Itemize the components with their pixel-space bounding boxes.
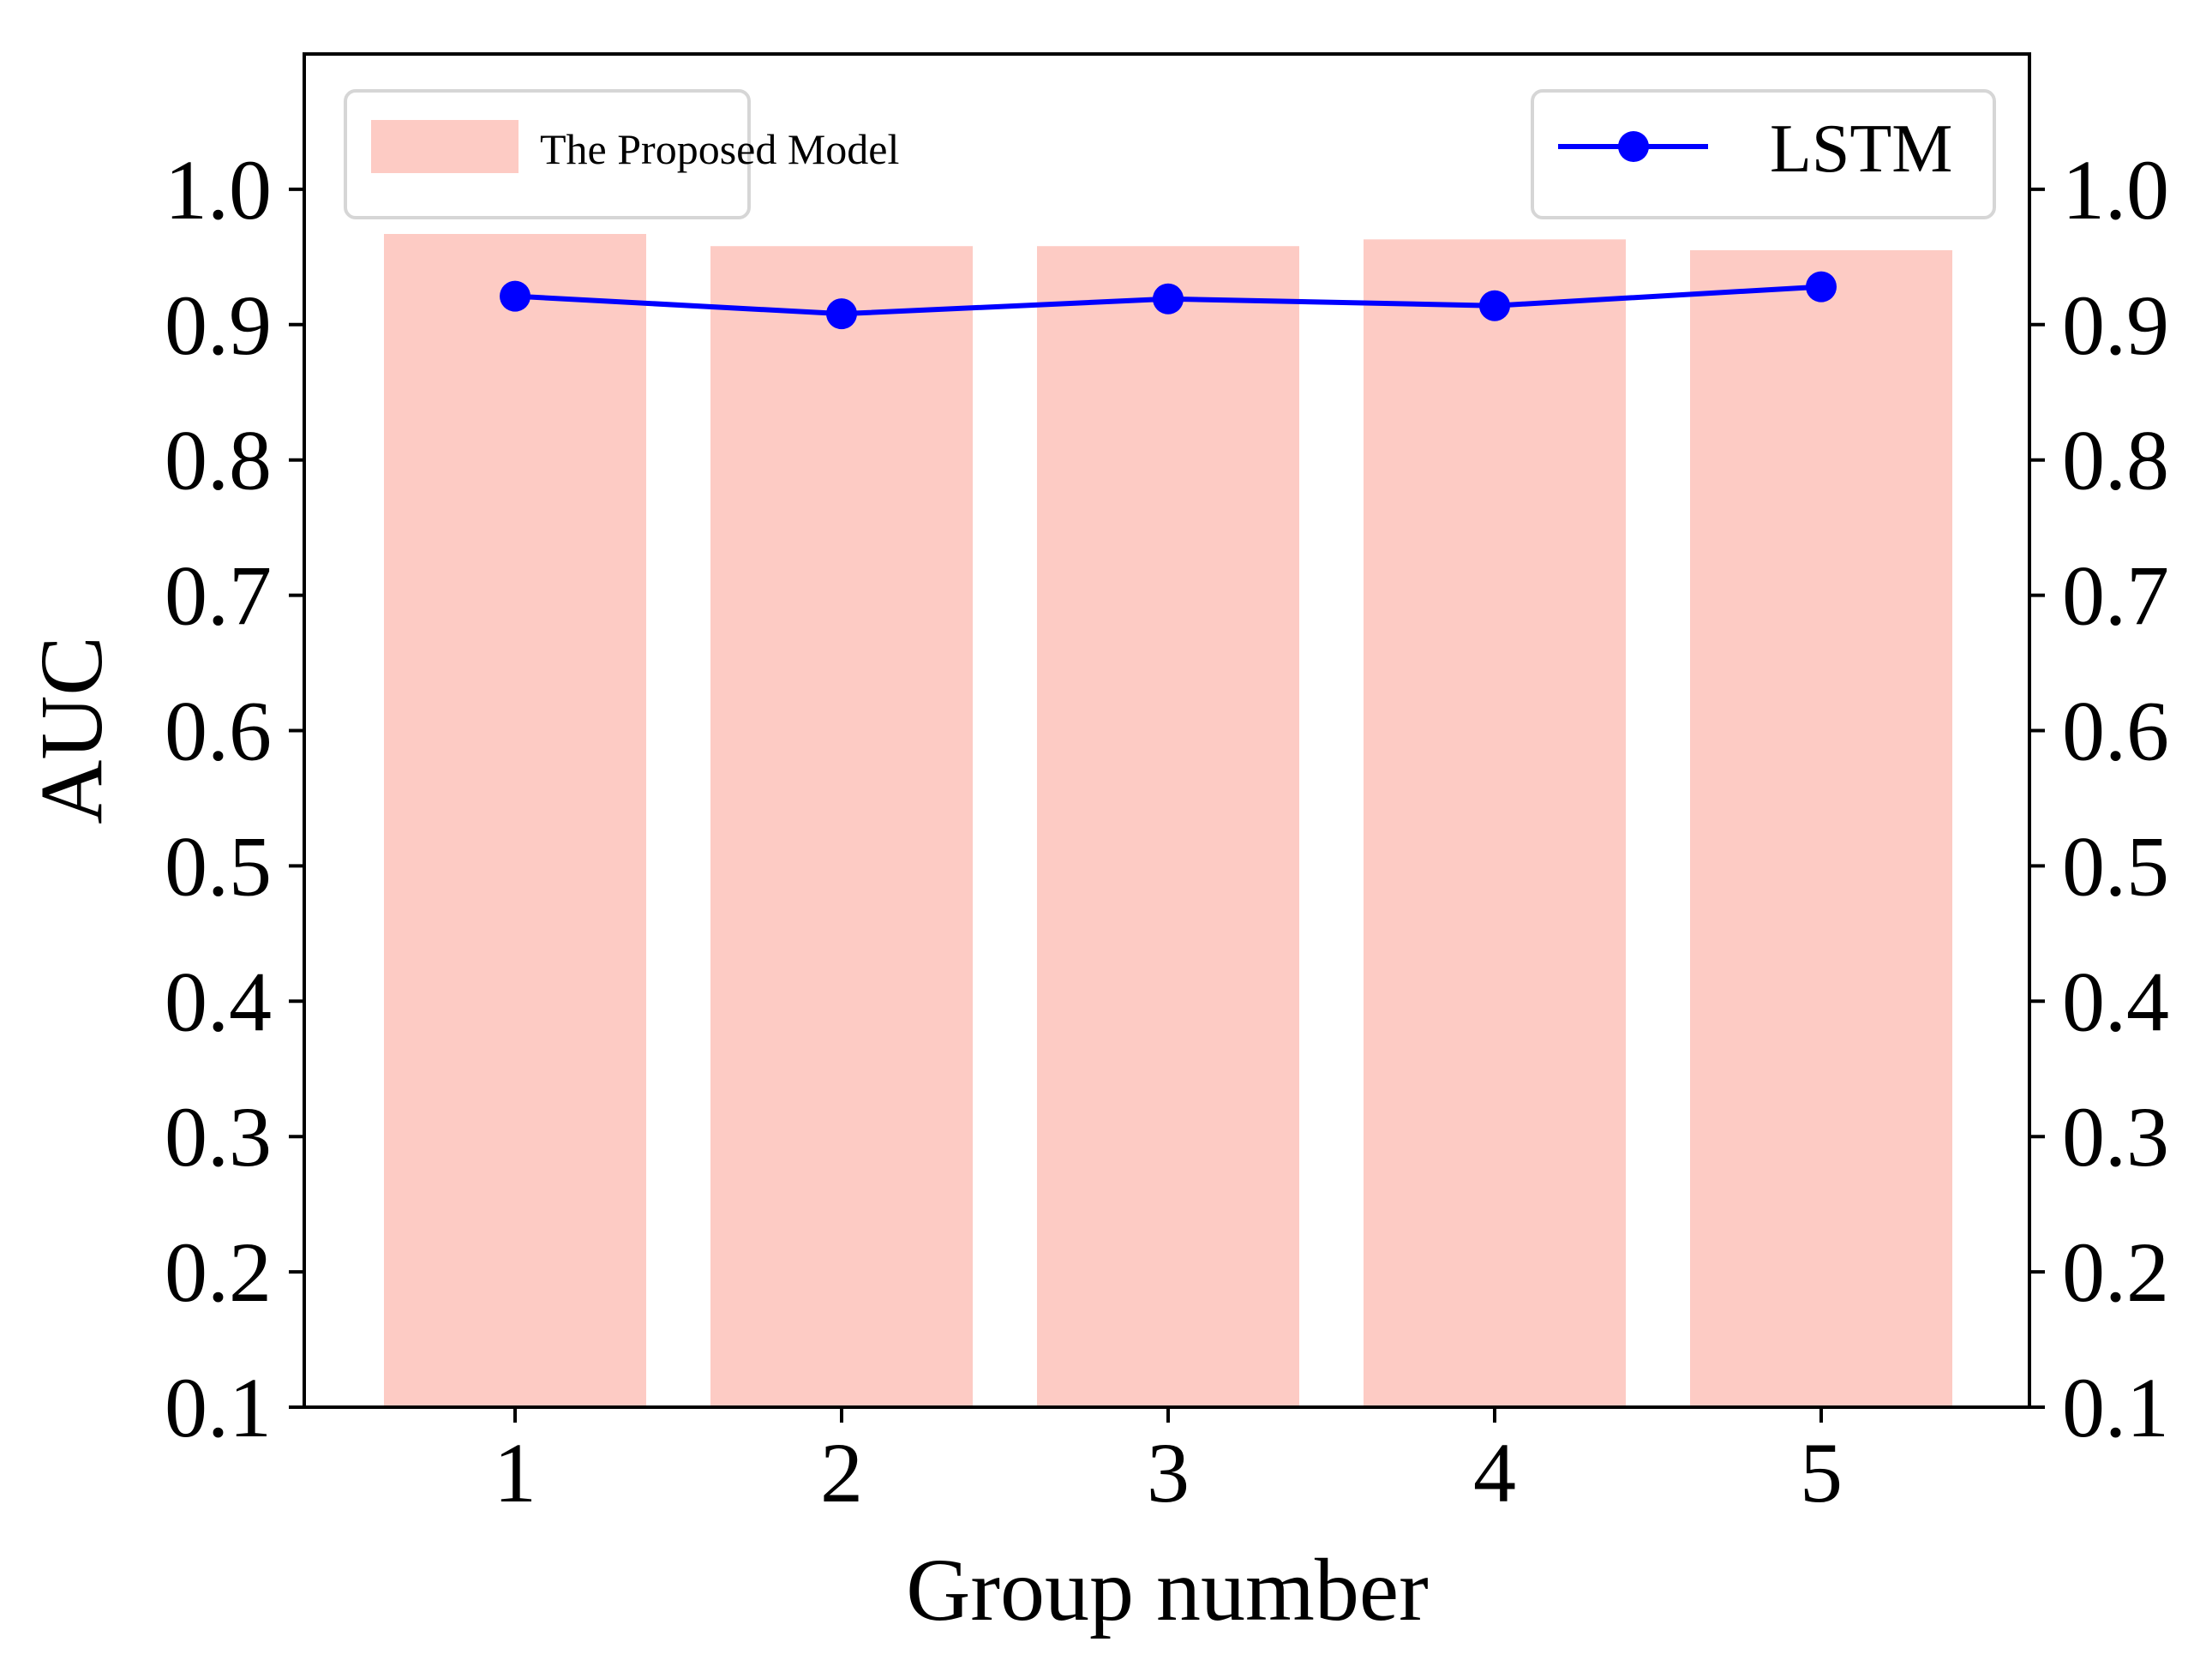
lstm-line-layer — [500, 271, 1837, 330]
left-tick-label: 1.0 — [165, 142, 272, 237]
right-tick-label: 0.9 — [2062, 278, 2169, 373]
left-tick-label: 0.9 — [165, 278, 272, 373]
right-tick-label: 1.0 — [2062, 142, 2169, 237]
bar-proposed-group-2 — [710, 246, 973, 1407]
x-tick-label: 3 — [1147, 1425, 1190, 1520]
left-tick-label: 0.1 — [165, 1360, 272, 1455]
legend-lstm: LSTM — [1531, 89, 1996, 219]
lstm-point-group-5 — [1806, 271, 1837, 303]
right-tick-label: 0.3 — [2062, 1089, 2169, 1184]
right-y-axis: 0.1 0.2 0.3 0.4 0.5 0.6 0.7 0.8 0.9 1.0 — [2029, 142, 2169, 1455]
left-y-axis: 0.1 0.2 0.3 0.4 0.5 0.6 0.7 0.8 0.9 1.0 — [165, 142, 304, 1455]
right-tick-label: 0.5 — [2062, 818, 2169, 914]
x-axis-title: Group number — [906, 1541, 1428, 1639]
legend-swatch-proposed — [371, 120, 519, 173]
left-tick-label: 0.5 — [165, 818, 272, 914]
legend-label-lstm: LSTM — [1770, 111, 1952, 187]
y-axis-title: AUC — [22, 636, 121, 824]
left-tick-label: 0.4 — [165, 954, 272, 1049]
x-axis: 1 2 3 4 5 — [494, 1407, 1843, 1520]
left-tick-label: 0.3 — [165, 1089, 272, 1184]
right-tick-label: 0.2 — [2062, 1225, 2169, 1320]
bar-proposed-group-5 — [1690, 249, 1952, 1408]
right-tick-label: 0.8 — [2062, 413, 2169, 508]
left-tick-label: 0.7 — [165, 548, 272, 644]
right-tick-label: 0.6 — [2062, 684, 2169, 779]
right-tick-label: 0.1 — [2062, 1360, 2169, 1455]
lstm-point-group-4 — [1479, 290, 1510, 321]
left-tick-label: 0.8 — [165, 413, 272, 508]
right-tick-label: 0.7 — [2062, 548, 2169, 644]
left-tick-label: 0.2 — [165, 1225, 272, 1320]
bar-proposed-group-3 — [1037, 246, 1299, 1407]
legend-proposed-model: The Proposed Model — [344, 89, 899, 219]
x-tick-label: 5 — [1800, 1425, 1843, 1520]
right-tick-label: 0.4 — [2062, 954, 2169, 1049]
left-tick-label: 0.6 — [165, 684, 272, 779]
bar-proposed-group-4 — [1364, 239, 1626, 1407]
lstm-point-group-3 — [1153, 283, 1184, 315]
x-tick-label: 2 — [820, 1425, 863, 1520]
legend-label-proposed: The Proposed Model — [540, 125, 899, 173]
x-tick-label: 4 — [1473, 1425, 1516, 1520]
bars-layer — [384, 234, 1952, 1408]
lstm-point-group-1 — [500, 280, 531, 312]
legend-box-lstm — [1531, 89, 1996, 219]
x-tick-label: 1 — [494, 1425, 537, 1520]
lstm-point-group-2 — [826, 298, 857, 330]
legend-marker-lstm — [1618, 131, 1649, 162]
bar-proposed-group-1 — [384, 234, 646, 1408]
